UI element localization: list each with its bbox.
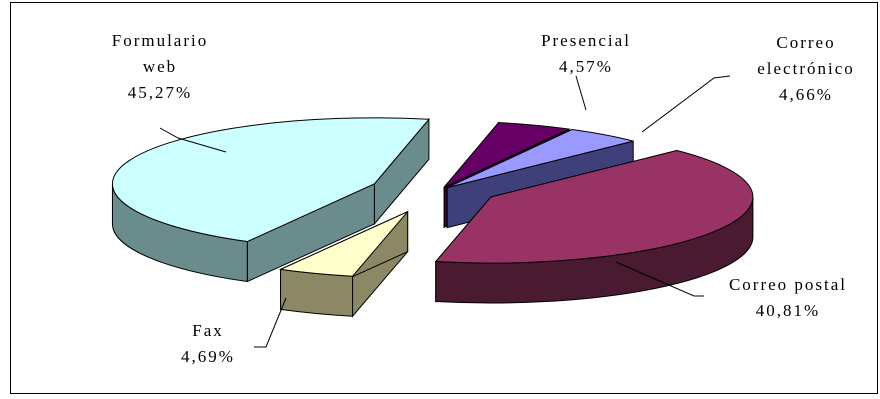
slice-correo-electronico: [446, 129, 634, 189]
label-formulario-web-value: 45,27%: [128, 83, 192, 102]
label-fax-value: 4,69%: [181, 347, 235, 366]
leader-presencial: [575, 75, 587, 111]
leader-formulario-web: [159, 127, 227, 153]
label-formulario-web-name-1: web: [143, 57, 177, 76]
pie-chart: Presencial 4,57% Correo electrónico 4,66% Cor…: [10, 2, 878, 394]
label-correo-electronico-name-0: Correo: [776, 33, 835, 52]
label-correo-electronico-value: 4,66%: [779, 85, 833, 104]
label-presencial-value: 4,57%: [559, 57, 613, 76]
slice-fax-side-0: [280, 268, 354, 317]
label-correo-postal-value: 40,81%: [756, 301, 820, 320]
leader-correo-electronico: [641, 75, 731, 133]
label-formulario-web-name-0: Formulario: [112, 31, 209, 50]
slice-formulario-web: [111, 117, 430, 243]
leader-fax: [254, 297, 287, 348]
label-correo-postal-name-0: Correo postal: [729, 275, 847, 294]
slice-correo-postal: [434, 150, 754, 264]
label-presencial-name-0: Presencial: [541, 31, 631, 50]
slice-fax: [278, 211, 409, 277]
leader-correo-postal: [615, 261, 704, 297]
chart-frame: Presencial 4,57% Correo electrónico 4,66% Cor…: [10, 2, 878, 394]
slice-presencial: [443, 122, 571, 188]
label-correo-electronico-name-1: electrónico: [757, 59, 855, 78]
label-fax-name-0: Fax: [192, 321, 224, 340]
